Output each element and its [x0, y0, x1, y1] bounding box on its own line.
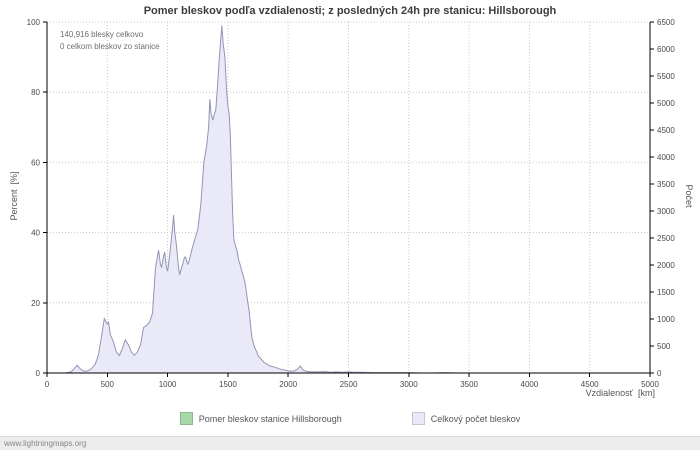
svg-text:500: 500	[101, 380, 115, 389]
svg-text:2500: 2500	[657, 234, 675, 243]
chart-title: Pomer bleskov podľa vzdialenosti; z posl…	[143, 5, 557, 17]
annotation-station-strikes: 0 celkom bleskov zo stanice	[60, 42, 160, 51]
svg-text:4000: 4000	[521, 380, 539, 389]
svg-text:3000: 3000	[657, 207, 675, 216]
chart-annotation: 140,916 blesky celkovo 0 celkom bleskov …	[60, 29, 160, 53]
legend-item-station-ratio: Pomer bleskov stanice Hillsborough	[179, 412, 342, 425]
svg-text:2000: 2000	[279, 380, 297, 389]
svg-text:500: 500	[657, 342, 671, 351]
svg-text:0: 0	[657, 369, 662, 378]
svg-text:3500: 3500	[657, 180, 675, 189]
svg-text:3500: 3500	[460, 380, 478, 389]
svg-text:3000: 3000	[400, 380, 418, 389]
left-axis-label: Percent [%]	[9, 171, 19, 221]
legend-label-total-count: Celkový počet bleskov	[430, 413, 521, 424]
svg-text:2500: 2500	[340, 380, 358, 389]
svg-text:80: 80	[31, 88, 40, 97]
x-axis-label: Vzdialenosť [km]	[585, 388, 655, 398]
svg-text:1000: 1000	[657, 315, 675, 324]
svg-text:6000: 6000	[657, 45, 675, 54]
footer-credit: www.lightningmaps.org	[0, 436, 700, 450]
svg-text:4500: 4500	[581, 380, 599, 389]
chart-legend: Pomer bleskov stanice Hillsborough Celko…	[0, 412, 700, 425]
svg-text:5000: 5000	[657, 99, 675, 108]
svg-text:5000: 5000	[641, 380, 659, 389]
svg-text:40: 40	[31, 229, 40, 238]
svg-text:0: 0	[45, 380, 50, 389]
legend-swatch-lavender	[411, 412, 425, 425]
right-axis-label: Počet	[684, 184, 694, 208]
svg-text:60: 60	[31, 158, 40, 167]
svg-text:1500: 1500	[657, 288, 675, 297]
legend-item-total-count: Celkový počet bleskov	[411, 412, 521, 425]
svg-text:6500: 6500	[657, 18, 675, 27]
svg-text:0: 0	[36, 369, 41, 378]
legend-label-station-ratio: Pomer bleskov stanice Hillsborough	[198, 413, 342, 424]
svg-text:4000: 4000	[657, 153, 675, 162]
svg-text:2000: 2000	[657, 261, 675, 270]
svg-text:1500: 1500	[219, 380, 237, 389]
svg-text:20: 20	[31, 299, 40, 308]
svg-text:4500: 4500	[657, 126, 675, 135]
annotation-total-strikes: 140,916 blesky celkovo	[60, 30, 144, 39]
svg-text:1000: 1000	[159, 380, 177, 389]
svg-text:5500: 5500	[657, 72, 675, 81]
svg-text:100: 100	[27, 18, 41, 27]
legend-swatch-green	[179, 412, 193, 425]
